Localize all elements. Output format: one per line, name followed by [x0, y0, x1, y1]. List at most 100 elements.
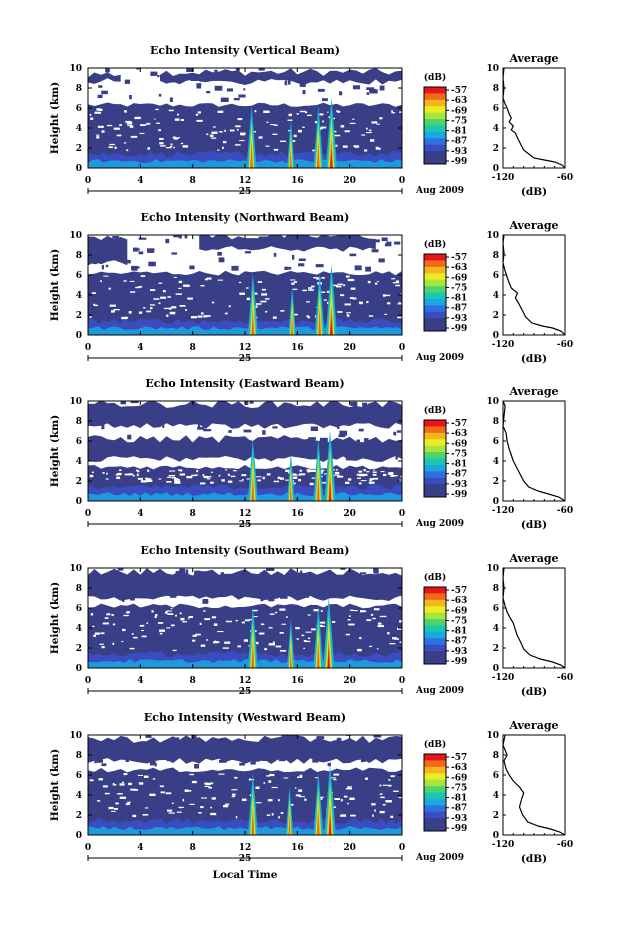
echo-gap [105, 478, 109, 480]
echo-gap [333, 778, 337, 781]
echo-gap [170, 143, 173, 146]
convective-cell [330, 315, 333, 335]
echo-patch [115, 443, 122, 448]
echo-gap [211, 616, 217, 619]
x-tick-label: 0 [399, 176, 405, 186]
convective-cell [289, 645, 292, 668]
echo-patch [358, 738, 365, 741]
colorbar-segment [424, 112, 446, 120]
x-tick-label: 20 [343, 176, 356, 186]
echo-gap [349, 122, 356, 124]
echo-patch [130, 592, 134, 597]
echo-gap [327, 301, 329, 304]
x-tick-label: 4 [137, 509, 143, 519]
echo-gap [178, 469, 183, 471]
echo-gap [280, 478, 282, 480]
echo-patch [301, 584, 310, 589]
echo-gap [182, 145, 189, 148]
echo-gap [98, 778, 103, 781]
echo-gap [285, 469, 291, 472]
echo-gap [206, 639, 209, 641]
echo-gap [345, 481, 350, 484]
echo-gap [379, 117, 383, 120]
echo-gap [121, 316, 128, 320]
echo-gap [257, 281, 263, 283]
colorbar-segment [424, 593, 446, 601]
echo-gap [179, 807, 182, 809]
echo-patch [253, 577, 261, 581]
echo-patch [190, 446, 196, 450]
echo-patch [120, 401, 126, 405]
echo-gap [377, 625, 384, 628]
day-label: 25 [239, 687, 252, 697]
echo-patch [262, 579, 266, 583]
echo-patch [163, 407, 166, 413]
echo-gap [222, 141, 227, 144]
echo-patch [237, 590, 245, 594]
echo-patch [316, 736, 325, 739]
echo-gap [308, 289, 314, 291]
colorbar-label: -99 [451, 824, 467, 834]
echo-gap [246, 297, 250, 301]
echo-gap [155, 108, 159, 111]
x-tick-label: 12 [239, 509, 252, 519]
echo-gap [298, 129, 302, 133]
echo-patch [345, 456, 351, 461]
echo-gap [389, 643, 396, 645]
x-tick-label: 8 [190, 843, 196, 853]
colorbar-label: -93 [451, 314, 467, 324]
echo-gap [130, 291, 136, 293]
colorbar-segment [424, 298, 446, 306]
echo-patch [384, 740, 388, 744]
echo-gap [203, 476, 209, 479]
echo-gap [96, 108, 102, 111]
average-title: Average [508, 552, 558, 565]
y-tick-label: 10 [69, 397, 82, 407]
echo-gap [269, 773, 275, 777]
echo-gap [135, 286, 141, 289]
y-tick-label: 8 [76, 84, 82, 94]
echo-gap [152, 778, 156, 780]
colorbar-label: -75 [451, 616, 467, 626]
echo-gap [166, 314, 169, 317]
echo-patch [315, 264, 324, 268]
echo-gap [180, 142, 184, 145]
colorbar-segment [424, 420, 446, 427]
echo-patch [221, 586, 225, 590]
colorbar-label: -63 [451, 96, 467, 106]
echo-gap [285, 479, 290, 481]
echo-gap [185, 309, 187, 311]
echo-patch [356, 439, 360, 443]
echo-gap [340, 799, 343, 802]
echo-gap [113, 784, 117, 786]
x-tick-label: 16 [291, 676, 304, 686]
echo-gap [347, 314, 350, 317]
echo-gap [222, 146, 224, 149]
echo-gap [380, 796, 385, 799]
colorbar-segment [424, 426, 446, 434]
echo-gap [319, 621, 326, 624]
echo-gap [312, 149, 316, 152]
echo-gap [228, 305, 231, 308]
x-tick-label: 20 [343, 343, 356, 353]
panel-1: Echo Intensity (Vertical Beam) 0 2 4 6 8 10 0 4 8… [49, 44, 573, 198]
echo-gap [296, 113, 299, 115]
colorbar-label: -57 [451, 419, 467, 429]
echo-patch [179, 568, 185, 573]
echo-patch [184, 235, 188, 239]
echo-gap [239, 292, 245, 295]
echo-gap [146, 622, 149, 624]
echo-gap [308, 469, 315, 472]
x-tick-label: 0 [85, 676, 91, 686]
avg-y-tick-label: 6 [493, 437, 499, 447]
echo-patch [394, 241, 401, 245]
echo-gap [334, 798, 341, 800]
echo-layer [88, 435, 402, 462]
colorbar-segment [424, 651, 446, 658]
echo-gap [112, 623, 116, 626]
echo-patch [185, 569, 189, 575]
x-tick-label: 0 [399, 843, 405, 853]
y-tick-label: 0 [76, 164, 82, 174]
echo-gap [343, 795, 348, 798]
